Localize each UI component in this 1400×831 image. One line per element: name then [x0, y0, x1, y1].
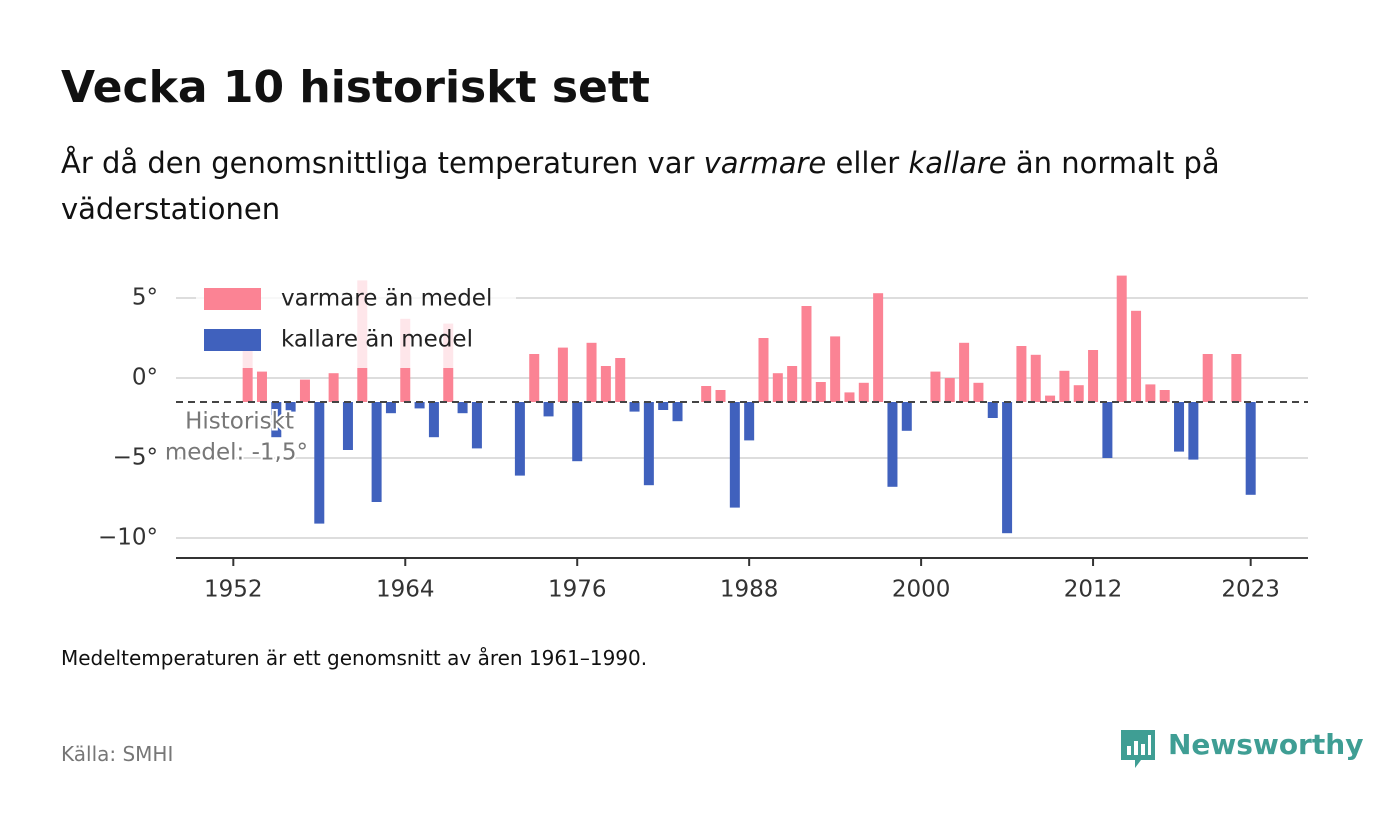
note: Medeltemperaturen är ett genomsnitt av å… — [61, 646, 648, 670]
bar — [529, 354, 540, 402]
bar — [1174, 402, 1185, 452]
bar — [1188, 402, 1199, 460]
bar — [615, 358, 626, 402]
subtitle-part: eller — [826, 146, 909, 180]
legend-swatch — [204, 288, 261, 310]
bar — [314, 402, 325, 524]
bar — [643, 402, 654, 486]
y-tick-label: −10° — [98, 525, 158, 551]
bar — [987, 402, 998, 418]
x-tick-label: 1976 — [548, 577, 607, 603]
bar — [371, 402, 382, 502]
subtitle-part: År då den genomsnittliga temperaturen va… — [61, 146, 704, 180]
bar — [1030, 354, 1041, 402]
bar — [1116, 275, 1127, 402]
x-tick-label: 2023 — [1221, 577, 1280, 603]
bar — [271, 402, 282, 438]
x-tick-label: 1964 — [376, 577, 435, 603]
bar — [1231, 354, 1242, 402]
bar — [729, 402, 740, 508]
bar — [557, 347, 568, 402]
source: Källa: SMHI — [61, 742, 174, 766]
bar — [959, 342, 970, 402]
legend-swatch — [204, 329, 261, 351]
bar — [801, 306, 812, 402]
bar — [830, 336, 841, 402]
bar — [600, 366, 611, 402]
bar — [242, 350, 253, 402]
y-tick-label: −5° — [113, 445, 158, 471]
legend-label: varmare än medel — [281, 286, 492, 312]
bar — [1016, 346, 1027, 402]
logo-icon — [1121, 730, 1155, 768]
annotation: medel: -1,5° — [165, 440, 308, 466]
bar — [1002, 402, 1013, 534]
subtitle-part: varmare — [703, 146, 827, 180]
x-tick-label: 1952 — [204, 577, 263, 603]
bar — [414, 402, 425, 409]
bar — [887, 402, 898, 487]
title: Vecka 10 historiskt sett — [61, 62, 650, 113]
y-tick-label: 5° — [132, 285, 158, 311]
bar — [873, 293, 884, 402]
y-tick-label: 0° — [132, 365, 158, 391]
bar — [514, 402, 525, 476]
bar — [744, 402, 755, 441]
bar — [1045, 395, 1056, 402]
bar — [543, 402, 554, 417]
bar — [973, 382, 984, 402]
bar — [772, 373, 783, 402]
bar — [428, 402, 439, 438]
bar — [930, 371, 941, 402]
bar — [1159, 390, 1170, 402]
bar — [256, 371, 267, 402]
bar — [1088, 350, 1099, 402]
bar — [1073, 385, 1084, 402]
bar — [457, 402, 468, 414]
bar — [672, 402, 683, 422]
bar — [285, 402, 296, 412]
bar — [1145, 384, 1156, 402]
bar — [342, 402, 353, 450]
bar — [471, 402, 482, 449]
bar — [701, 386, 712, 402]
bar — [901, 402, 912, 431]
bar — [629, 402, 640, 412]
bar — [944, 378, 955, 402]
x-tick-label: 2000 — [892, 577, 951, 603]
bar — [815, 382, 826, 402]
bar — [715, 390, 726, 402]
bar — [844, 392, 855, 402]
bar — [299, 379, 310, 402]
bar — [1202, 354, 1213, 402]
legend-label: kallare än medel — [281, 327, 473, 353]
bar — [1059, 370, 1070, 402]
x-tick-label: 2012 — [1064, 577, 1123, 603]
bar — [328, 373, 339, 402]
subtitle-part: än normalt på väderstationen — [61, 146, 1220, 226]
bar — [858, 382, 869, 402]
bar — [572, 402, 583, 462]
x-tick-label: 1988 — [720, 577, 779, 603]
bar — [1131, 310, 1142, 402]
bar — [658, 402, 669, 410]
subtitle: År då den genomsnittliga temperaturen va… — [61, 140, 1301, 232]
bar — [787, 366, 798, 402]
annotation: Historiskt — [185, 409, 294, 435]
subtitle-part: kallare — [908, 146, 1007, 180]
bar — [385, 402, 396, 414]
bar — [586, 342, 597, 402]
brand: Newsworthy — [1168, 728, 1364, 761]
bar — [1245, 402, 1256, 495]
bar — [758, 338, 769, 402]
bar — [1102, 402, 1113, 458]
